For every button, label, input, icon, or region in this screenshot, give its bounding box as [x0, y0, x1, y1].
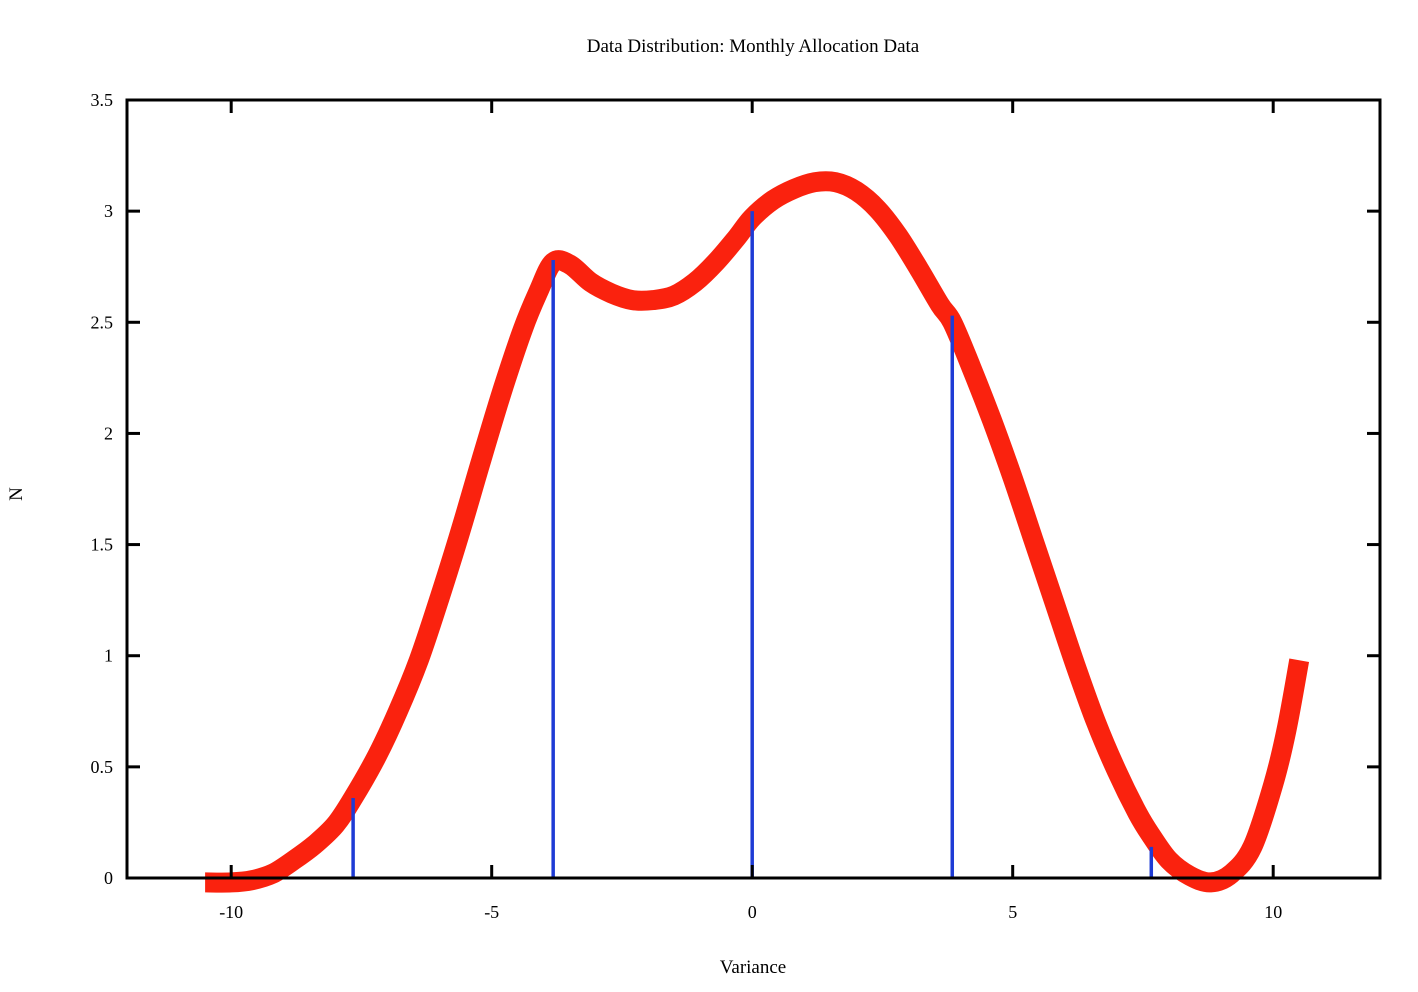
x-tick-label: 10: [1264, 902, 1282, 922]
series-layer: [205, 171, 1310, 893]
y-tick-label: 1.5: [91, 535, 114, 555]
y-tick-label: 2.5: [91, 312, 114, 332]
plot-frame-layer: [125, 98, 1382, 880]
y-tick-label: 2: [104, 423, 113, 443]
y-tick-label: 0.5: [91, 757, 114, 777]
x-tick-label: -5: [484, 902, 499, 922]
y-tick-label: 1: [104, 646, 113, 666]
y-axis-label: N: [6, 487, 27, 501]
x-tick-label: -10: [219, 902, 243, 922]
y-tick-label: 0: [104, 868, 113, 888]
smoothed-distribution-curve: [205, 171, 1310, 893]
chart-title: Data Distribution: Monthly Allocation Da…: [587, 36, 920, 57]
x-tick-label: 0: [748, 902, 757, 922]
x-tick-label: 5: [1008, 902, 1017, 922]
y-tick-label: 3: [104, 201, 113, 221]
y-tick-label: 3.5: [91, 90, 114, 110]
tick-label-layer: -10 -5 0 5 10 0 0.5 1 1.5 2 2.5 3 3.5: [91, 90, 1283, 922]
x-axis-label: Variance: [720, 957, 786, 978]
